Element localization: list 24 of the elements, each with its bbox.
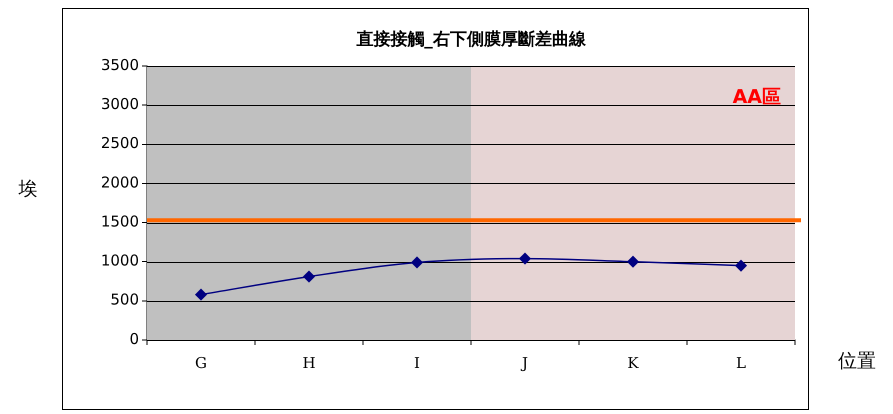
point [519,252,531,264]
chart-title: 直接接觸_右下側膜厚斷差曲線 [355,29,587,50]
point [411,256,423,268]
y-axis-title: 埃 [18,178,38,200]
y-tick-label: 2000 [100,173,139,192]
x-tick-label: K [627,354,640,372]
x-tick-label: J [520,354,528,372]
x-tick-label: L [736,354,746,372]
y-tick-label: 1500 [100,212,139,230]
x-tick-label: H [302,354,316,372]
x-axis-title: 位置 [838,350,876,372]
y-tick-label: 1000 [100,252,139,270]
x-tick-label: G [195,354,207,372]
point [195,288,207,300]
y-tick-label: 0 [129,330,139,348]
y-tick-label: 2500 [100,134,139,152]
x-tick-label: I [414,354,420,372]
y-tick-label: 3000 [100,95,139,114]
band-label: AA區 [732,86,781,108]
y-tick-label: 3500 [100,56,139,74]
point [735,260,747,272]
y-tick-label: 500 [110,290,139,309]
point [303,270,315,282]
point [627,256,639,268]
